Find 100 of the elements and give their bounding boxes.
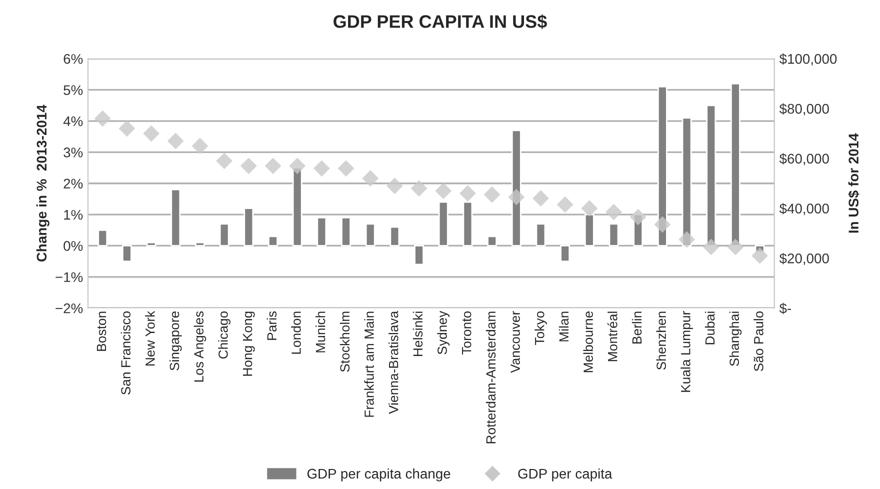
bar	[706, 104, 716, 246]
x-tick-label: Kuala Lumpur	[680, 311, 693, 392]
y-tick-label: 3%	[64, 148, 83, 158]
x-tick-label: Dubai	[704, 312, 715, 344]
y2-tick-label: $-	[779, 302, 791, 314]
x-tick-label: San Francisco	[120, 311, 130, 395]
point	[678, 231, 695, 248]
x-tick-label: Frankfurt am Main	[364, 312, 374, 417]
x-tick-label: Sydney	[437, 310, 450, 354]
point	[459, 185, 476, 202]
y-tick-label: 4%	[63, 116, 83, 126]
bar	[244, 208, 254, 246]
bar	[390, 226, 400, 246]
bar	[584, 214, 594, 246]
point	[484, 186, 500, 203]
x-tick-label: Montréal	[607, 312, 618, 362]
y-tick-label: 0%	[64, 241, 83, 251]
y-tick-label: 5%	[64, 85, 83, 96]
point	[532, 190, 549, 207]
bar	[268, 236, 278, 246]
point	[264, 158, 282, 174]
x-tick-label: Melbourne	[583, 311, 593, 372]
x-tick-label: Stockholm	[340, 312, 350, 372]
x-tick-label: Shenzhen	[656, 312, 666, 370]
y2-tick-label: $20,000	[779, 252, 829, 265]
bar	[146, 242, 156, 246]
x-tick-label: São Paulo	[754, 311, 764, 372]
point	[118, 120, 136, 137]
bar	[560, 245, 570, 262]
point	[362, 170, 379, 187]
bar	[122, 245, 132, 262]
legend-label: GDP per capita change	[307, 468, 450, 482]
y2-tick-label: $60,000	[779, 153, 829, 166]
x-tick-label: Vienna-Bratislava	[388, 310, 398, 414]
y2-tick-label: $100,000	[779, 53, 837, 66]
bar	[414, 245, 424, 266]
bar	[462, 201, 473, 246]
chart-title: GDP PER CAPITA IN US$	[334, 14, 547, 30]
x-tick-label: Los Angeles	[194, 311, 206, 382]
point	[410, 180, 428, 197]
bar	[292, 167, 302, 246]
x-tick-label: Milan	[558, 312, 569, 342]
point	[192, 138, 208, 154]
x-tick-label: Berlin	[632, 312, 642, 344]
point	[167, 132, 184, 150]
x-tick-label: Munich	[316, 312, 326, 352]
x-tick-label: Toronto	[462, 311, 472, 355]
point	[338, 160, 354, 177]
point	[630, 208, 646, 226]
bar	[487, 236, 498, 246]
y-axis-title: Change in % 2013-2014	[36, 104, 50, 262]
point	[143, 125, 160, 142]
x-tick-label: Chicago	[218, 311, 230, 359]
point	[240, 158, 257, 174]
bar	[219, 223, 230, 246]
x-tick-label: Shanghai	[729, 312, 742, 366]
point	[581, 200, 598, 217]
point	[94, 110, 111, 127]
bar	[536, 223, 546, 246]
bar	[316, 216, 327, 246]
x-tick-label: Singapore	[169, 311, 182, 370]
y-tick-label: 2%	[64, 178, 83, 188]
bar	[170, 188, 181, 246]
bar	[438, 201, 448, 246]
bar	[341, 216, 351, 246]
x-tick-label: London	[291, 312, 301, 354]
x-tick-label: Paris	[266, 311, 277, 340]
point	[727, 238, 744, 256]
bar	[365, 223, 376, 246]
point	[508, 188, 525, 206]
bar	[657, 86, 668, 246]
x-tick-label: Tokyo	[534, 311, 547, 346]
point	[654, 216, 671, 233]
x-tick-label: Vancouver	[510, 311, 520, 373]
bar	[195, 242, 205, 246]
x-tick-label: Hong Kong	[242, 312, 255, 376]
y-tick-label: 6%	[64, 54, 83, 64]
y-tick-label: 1%	[64, 210, 83, 220]
bar	[98, 229, 108, 246]
point	[606, 204, 622, 220]
x-tick-label: Rotterdam-Amsterdam	[486, 312, 496, 444]
bar	[608, 223, 619, 246]
point	[752, 247, 768, 264]
point	[556, 196, 574, 213]
point	[289, 158, 306, 174]
x-tick-label: New York	[145, 310, 155, 366]
point	[386, 178, 403, 194]
x-tick-label: Boston	[96, 312, 106, 351]
x-tick-label: Helsinki	[412, 312, 423, 356]
y2-axis-title: In US$ for 2014	[848, 133, 860, 233]
point	[435, 182, 452, 200]
legend-label: GDP per capita	[518, 468, 612, 482]
y2-tick-label: $80,000	[779, 103, 829, 116]
point	[702, 238, 720, 256]
y-tick-label: −2%	[56, 303, 83, 314]
point	[216, 152, 233, 170]
y2-tick-label: $40,000	[779, 203, 829, 216]
y-tick-label: −1%	[56, 272, 83, 282]
bar	[730, 82, 740, 246]
point	[313, 160, 330, 177]
